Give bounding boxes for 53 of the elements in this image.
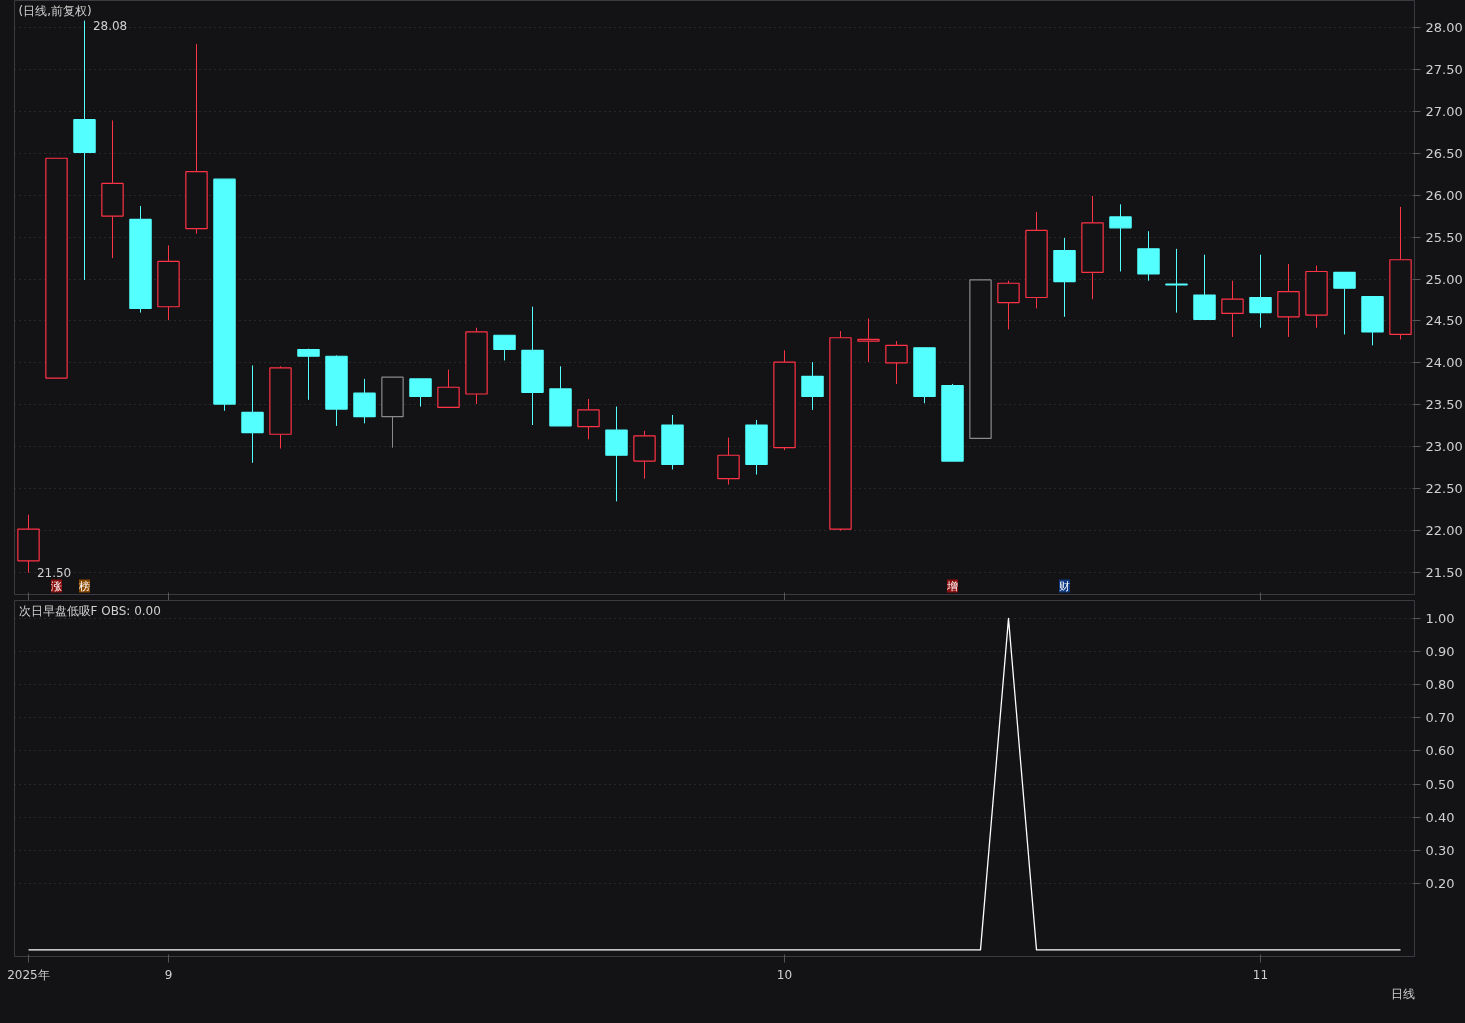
y-tick-label: 0.80 (1425, 677, 1455, 693)
y-tick-label: 24.50 (1425, 313, 1463, 329)
annotation: 增 (946, 579, 958, 593)
y-tick-label: 25.50 (1425, 229, 1463, 245)
candlestick (1109, 203, 1132, 272)
y-tick-label: 28.00 (1425, 19, 1463, 35)
text: 日线 (1390, 986, 1415, 1001)
chart-title: (日线,前复权) (18, 3, 92, 18)
candlestick (1249, 254, 1272, 329)
y-tick-label: 26.00 (1425, 187, 1463, 203)
y-tick-label: 25.00 (1425, 271, 1463, 287)
annotation: 28.08 (92, 18, 128, 33)
candlestick (353, 378, 376, 424)
y-tick-label: 22.50 (1425, 481, 1463, 497)
chart-title: 次日早盘低吸F OBS: 0.00 (18, 603, 161, 618)
x-tick-label: 2025年 (7, 967, 50, 982)
y-tick-label: 1.00 (1425, 610, 1455, 626)
candlestick (297, 348, 320, 401)
candlestick (577, 398, 600, 440)
y-tick-label: 23.00 (1425, 439, 1463, 455)
annotation: 财 (1059, 579, 1070, 593)
candlestick (801, 361, 824, 411)
x-tick-label: 9 (164, 967, 173, 982)
candlestick (493, 334, 516, 361)
y-tick-label: 26.50 (1425, 145, 1463, 161)
y-tick-label: 21.50 (1425, 565, 1463, 581)
candlestick (1165, 248, 1188, 314)
candlestick (437, 369, 460, 409)
candlestick (717, 437, 740, 486)
y-tick-label: 27.50 (1425, 61, 1463, 77)
y-tick-label: 0.50 (1425, 776, 1455, 792)
y-tick-label: 0.60 (1425, 743, 1455, 759)
y-tick-label: 0.90 (1425, 644, 1455, 660)
candlestick (1221, 280, 1244, 338)
x-tick-label: 10 (776, 967, 793, 982)
y-tick-label: 0.40 (1425, 809, 1455, 825)
y-tick-label: 0.20 (1425, 876, 1455, 892)
candlestick (885, 340, 908, 385)
y-tick-label: 24.00 (1425, 355, 1463, 371)
y-tick-label: 0.70 (1425, 710, 1455, 726)
candlestick (241, 364, 264, 464)
candlestick (997, 280, 1020, 330)
y-tick-label: 0.30 (1425, 842, 1455, 858)
annotation: 21.50 (36, 566, 72, 581)
y-tick-label: 27.00 (1425, 103, 1463, 119)
candlestick (409, 378, 432, 408)
y-tick-label: 23.50 (1425, 397, 1463, 413)
y-tick-label: 22.00 (1425, 523, 1463, 539)
annotation: 涨 (51, 579, 62, 593)
x-tick-label: 11 (1252, 967, 1269, 982)
annotation: 榜 (79, 579, 90, 593)
candlestick (1333, 271, 1356, 335)
candlestick (857, 317, 880, 363)
